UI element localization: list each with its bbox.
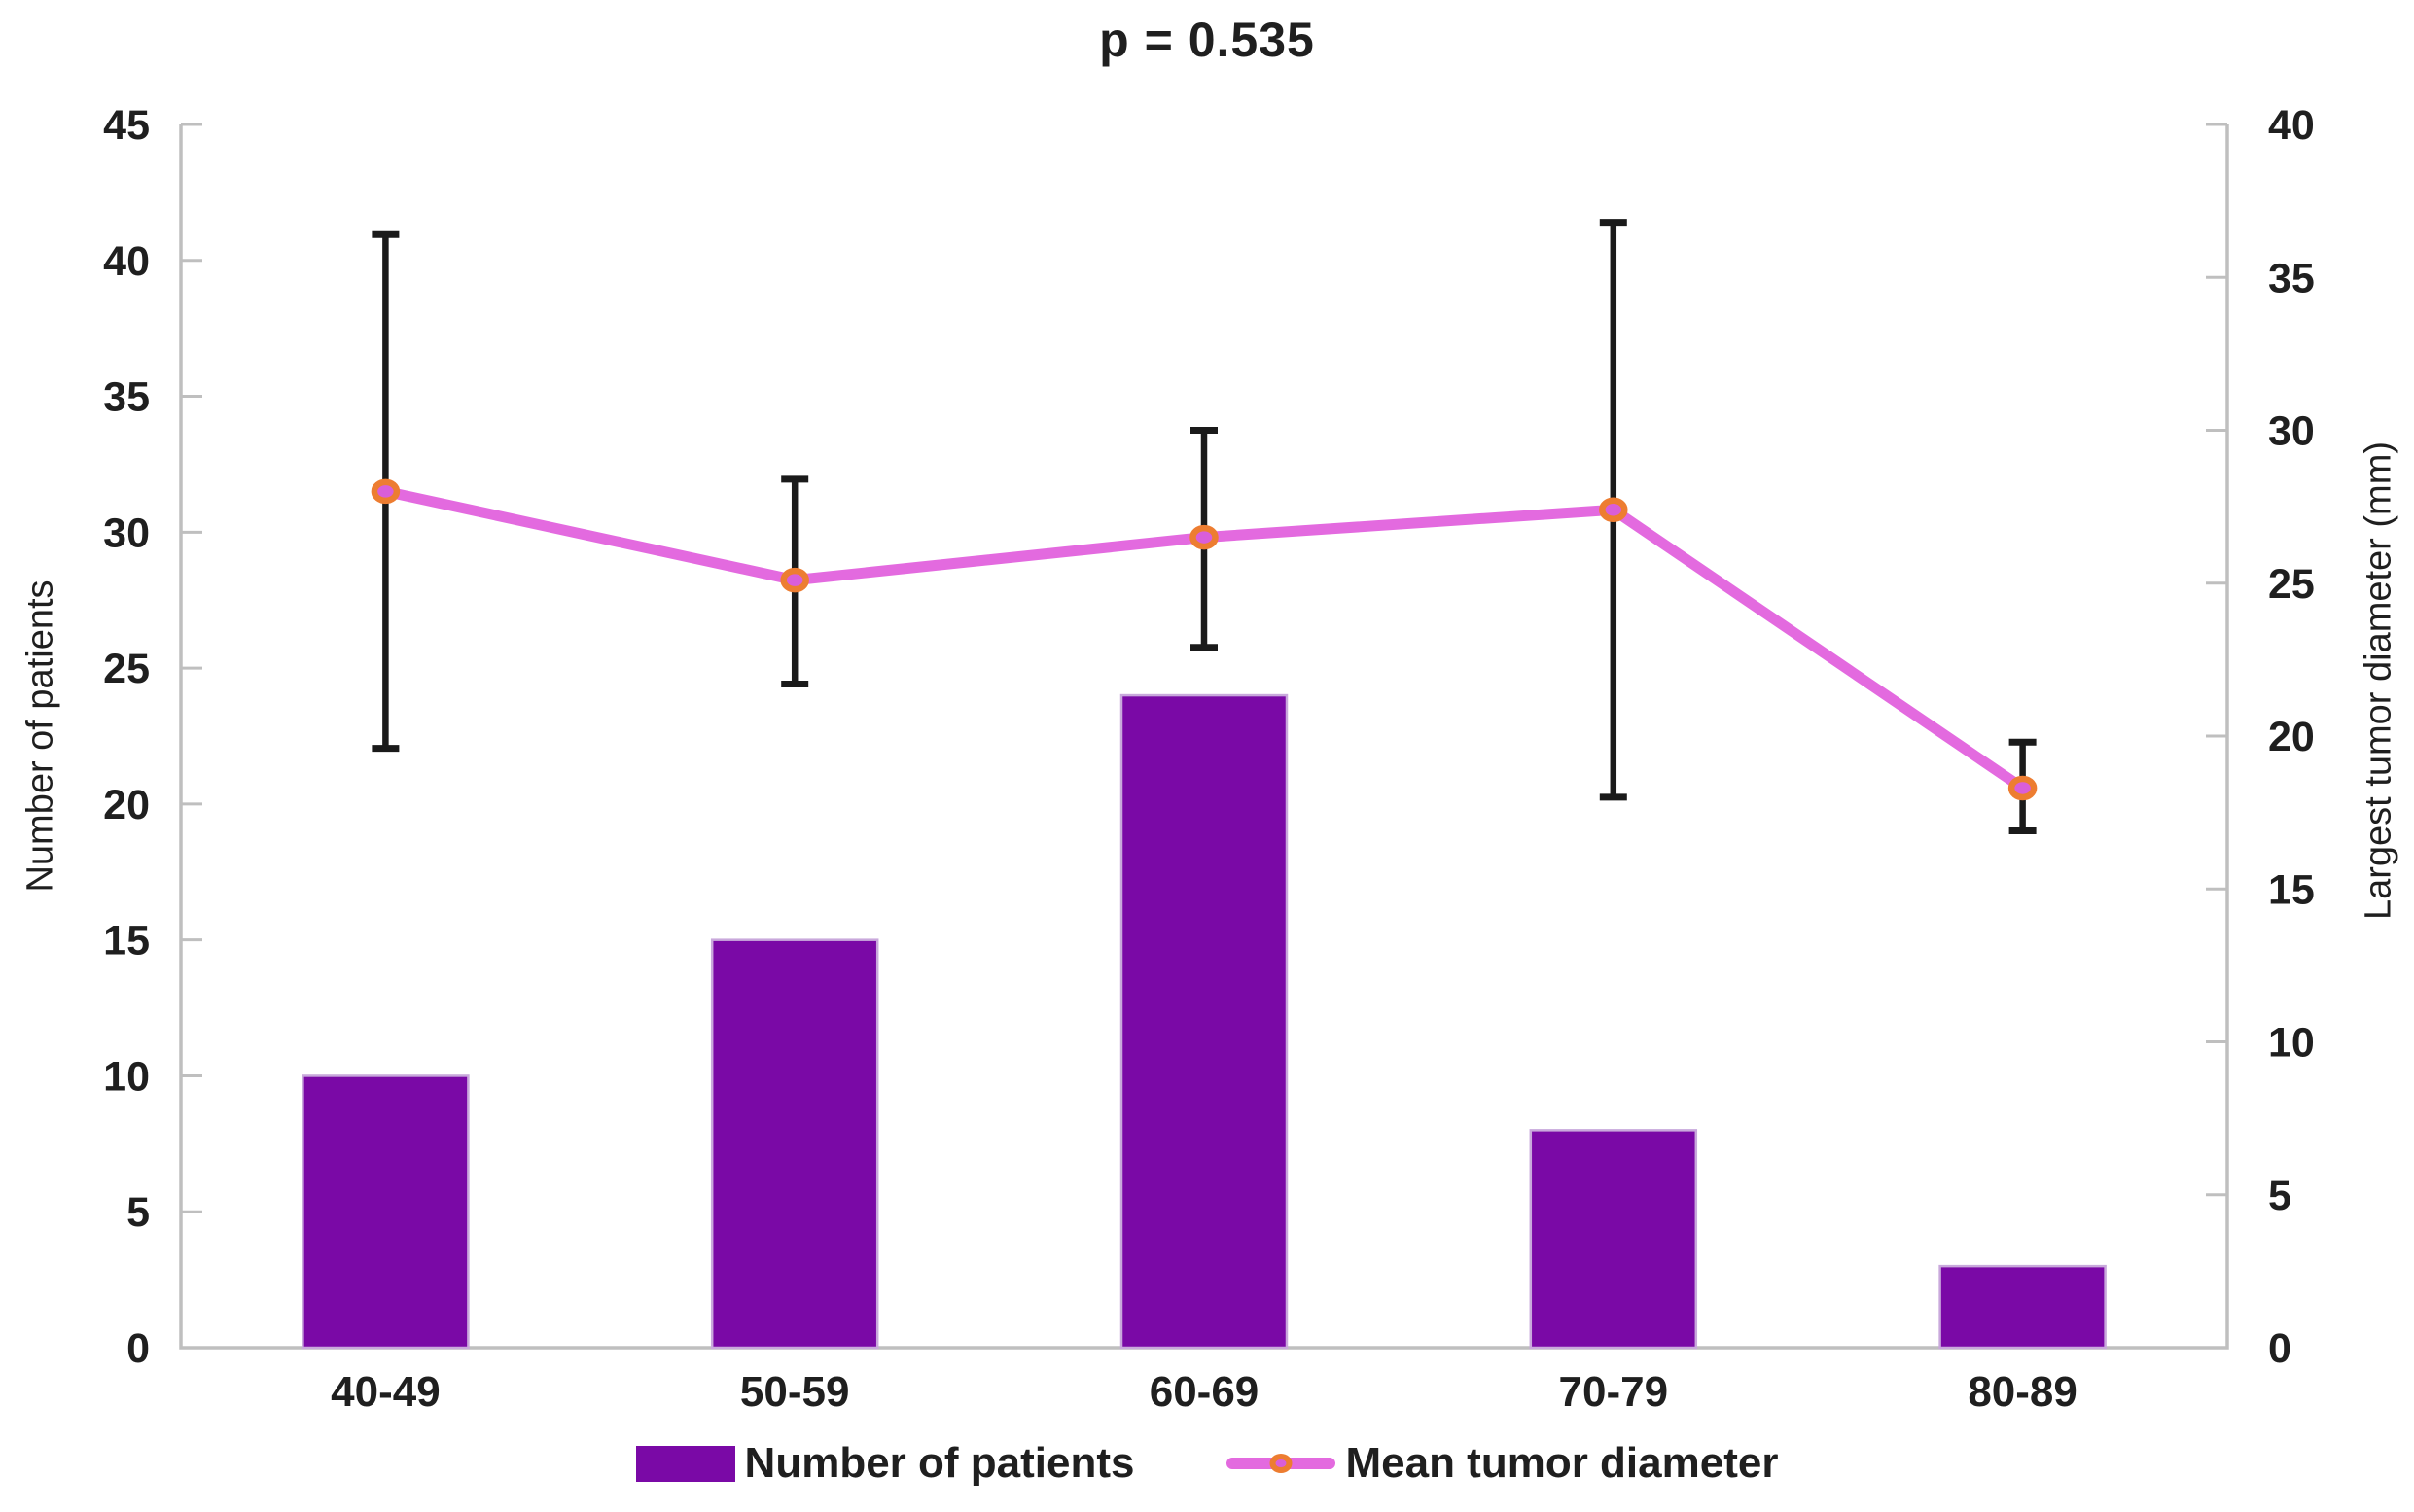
bar [1938,1264,2107,1350]
legend-label-patients: Number of patients [744,1439,1135,1487]
bar [1119,693,1289,1350]
data-point-marker [1599,497,1628,523]
y-left-tick-label: 0 [126,1325,150,1372]
y-right-tick-label: 25 [2268,561,2315,608]
x-axis-label: 60-69 [1150,1368,1260,1416]
bar [710,938,879,1350]
y-left-tick-label: 5 [126,1189,150,1236]
y-left-tick-label: 30 [103,510,150,556]
line-swatch-marker [1269,1454,1293,1473]
y-right-tick-label: 0 [2268,1325,2291,1372]
y-right-tick-label: 35 [2268,255,2315,301]
data-point-marker [780,567,809,593]
y-left-tick-label: 20 [103,782,150,828]
legend-label-diameter: Mean tumor diameter [1345,1439,1779,1487]
y-left-tick-label: 35 [103,374,150,421]
x-axis-label: 80-89 [1968,1368,2077,1416]
y-left-tick-label: 45 [103,102,150,149]
legend-item-patients: Number of patients [635,1439,1135,1488]
data-point-marker [2007,775,2038,801]
x-axis-label: 50-59 [740,1368,850,1416]
chart-title: p = 0.535 [1099,13,1315,67]
data-point-marker [371,478,401,505]
y-left-tick-label: 15 [103,918,150,965]
y-right-tick-label: 10 [2268,1020,2315,1067]
y-left-tick-label: 10 [103,1053,150,1100]
y-right-tick-label: 15 [2268,866,2315,913]
y-right-tick-label: 30 [2268,408,2315,455]
y-right-tick-label: 40 [2268,102,2315,149]
y-left-tick-label: 25 [103,646,150,692]
y-left-tick-label: 40 [103,238,150,285]
data-point-marker [1189,524,1219,550]
x-axis-label: 70-79 [1559,1368,1669,1416]
legend: Number of patients Mean tumor diameter [0,1439,2414,1488]
legend-item-diameter: Mean tumor diameter [1226,1439,1778,1488]
y-right-tick-label: 5 [2268,1173,2291,1219]
y-right-tick-label: 20 [2268,714,2315,760]
bar [302,1074,470,1350]
bar [1529,1129,1698,1350]
x-axis-label: 40-49 [331,1368,441,1416]
bar-swatch-icon [635,1445,735,1482]
line-marker-swatch-icon [1226,1444,1336,1483]
